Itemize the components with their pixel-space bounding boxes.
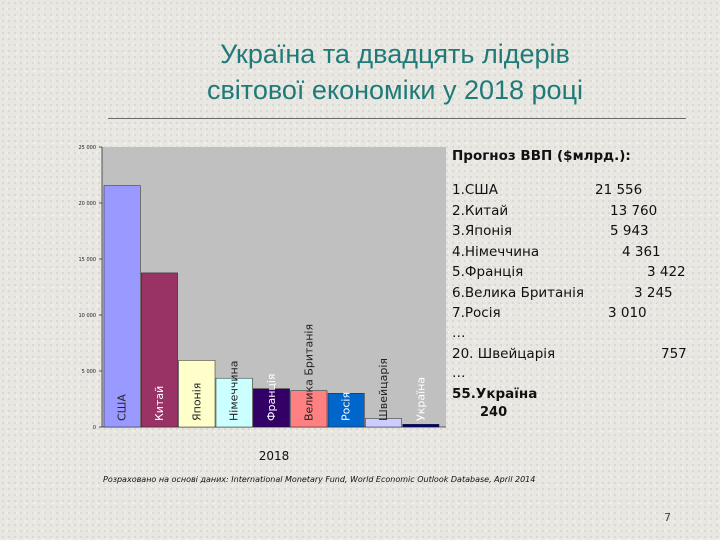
forecast-row: 6.Велика Британія 3 245 [452,283,697,304]
y-tick-label: 20 000 [79,201,97,207]
forecast-heading: Прогноз ВВП ($млрд.): [452,148,631,164]
chart-svg: 0 5 000 10 000 15 000 20 000 25 000 США Китай Я… [79,145,446,463]
forecast-row-name: 20. Швейцарія [452,345,556,362]
title-line-2: світової економіки у 2018 році [206,75,584,105]
bar [103,185,141,428]
bar-label: Швейцарія [377,358,390,421]
forecast-row-value: 757 [661,345,687,362]
forecast-ellipsis-1: … [452,324,466,341]
x-axis-label: 2018 [259,449,290,463]
title-line-1: Україна та двадцять лідерів [220,39,570,69]
forecast-row-name: 5.Франція [452,264,524,280]
y-ticks: 0 5 000 10 000 15 000 20 000 25 000 [79,145,102,431]
forecast-row-value: 3 010 [608,305,647,321]
ukraine-value: 240 [480,404,508,420]
y-tick-label: 5 000 [82,369,96,375]
page-number: 7 [664,511,671,524]
forecast-row-value: 4 361 [622,243,661,260]
y-tick-label: 15 000 [79,257,97,263]
forecast-row-name: 7.Росія [452,305,501,321]
bar-label: Японія [190,383,203,421]
forecast-row-name: 1.США [452,182,498,198]
bar [178,360,216,428]
forecast-row-name: 3.Японія [452,223,513,239]
bar-label: США [116,394,129,421]
forecast-row: 5.Франція 3 422 [452,262,697,283]
forecast-row-value: 3 245 [634,284,673,301]
bar-label: Німеччина [228,361,241,421]
slide-title: Україна та двадцять лідерів світової еко… [110,36,680,108]
forecast-row-value: 3 422 [647,264,686,280]
forecast-row-name: 4.Німеччина [452,243,540,260]
forecast-list: 1.США 21 556 2.Китай 13 760 3.Японія 5 943 4.Н… [452,180,697,324]
bar-label: Китай [153,386,166,421]
y-tick-label: 10 000 [79,313,97,319]
forecast-row-name: 55.Україна [452,386,538,402]
bar-labels: США Китай Японія Німеччина Франція Велика Бри… [116,324,428,421]
forecast-row-switzerland: 20. Швейцарія 757 [452,344,697,365]
forecast-row: 4.Німеччина 4 361 [452,242,697,263]
bar [402,424,440,428]
bar-label: Франція [265,373,278,421]
forecast-row-value: 5 943 [610,223,649,239]
forecast-row-value: 13 760 [610,202,658,219]
forecast-row: 7.Росія 3 010 [452,303,697,324]
forecast-row: 3.Японія 5 943 [452,221,697,242]
forecast-row-name: 2.Китай [452,202,509,219]
source-note: Розраховано на основі даних: Internation… [103,475,536,484]
gdp-bar-chart: 0 5 000 10 000 15 000 20 000 25 000 США Китай Я… [60,140,450,474]
bar-label: Росія [340,392,353,421]
bar [215,377,253,428]
bars [103,185,440,428]
forecast-row: 1.США 21 556 [452,180,697,201]
bar [141,272,178,428]
bar [290,390,328,428]
forecast-row: 2.Китай 13 760 [452,201,697,222]
forecast-ellipsis-2: … [452,365,466,381]
forecast-row-name: 6.Велика Британія [452,284,585,301]
bar-label: Україна [414,377,427,421]
gdp-forecast-panel: Прогноз ВВП ($млрд.): 1.США 21 556 2.Китай… [452,148,697,420]
y-tick-label: 25 000 [79,145,97,151]
forecast-row-value: 21 556 [595,182,643,198]
bar [365,418,402,428]
y-tick-label: 0 [93,425,96,431]
forecast-row-ukraine: 55.Україна [452,384,697,405]
bar [253,388,290,428]
bar [327,393,365,428]
title-divider [108,118,686,119]
bar-label: Велика Британія [302,324,315,421]
